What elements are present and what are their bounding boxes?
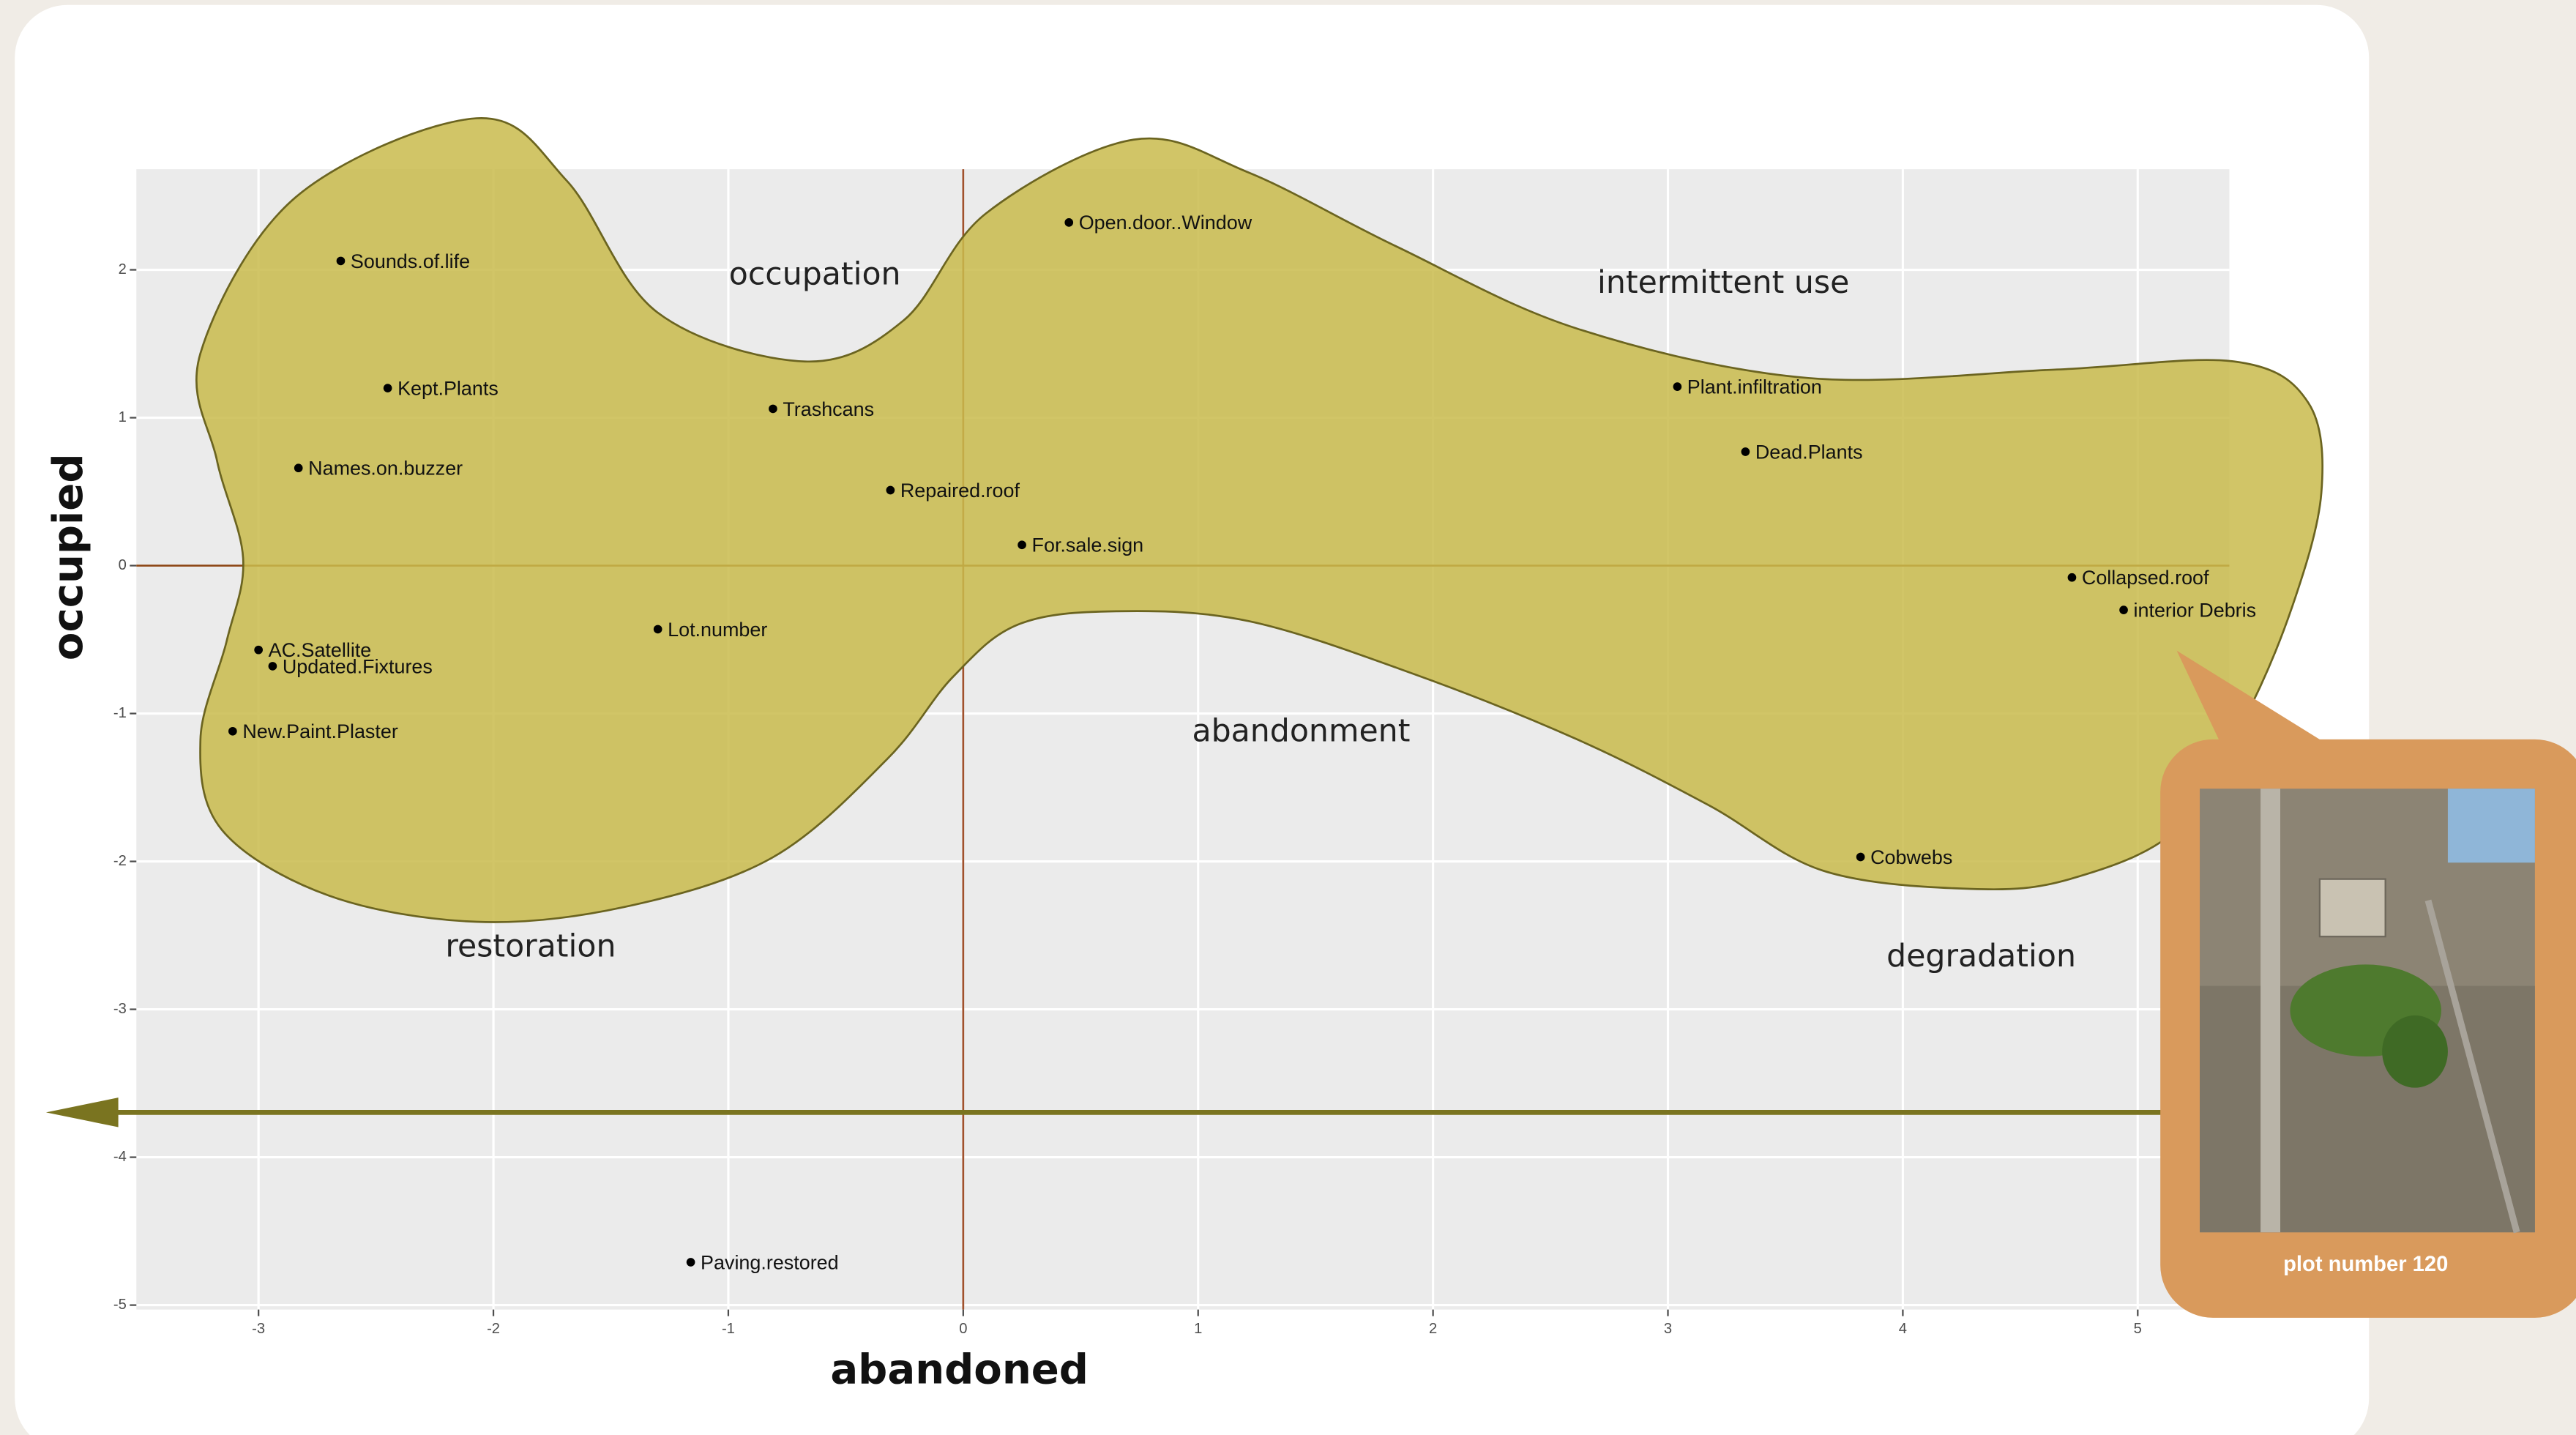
point <box>1018 540 1026 550</box>
point-label: Kept.Plants <box>397 377 499 399</box>
y-tick-label: -4 <box>113 1149 127 1165</box>
x-tick-label: -2 <box>487 1321 500 1337</box>
point <box>1673 382 1682 391</box>
point <box>1741 447 1750 456</box>
y-tick-label: -5 <box>113 1297 127 1313</box>
point-label: Dead.Plants <box>1755 441 1863 463</box>
x-tick-label: -3 <box>252 1321 265 1337</box>
point <box>336 256 346 266</box>
point <box>769 404 777 414</box>
x-axis-title: abandoned <box>830 1346 1089 1394</box>
point <box>383 384 392 392</box>
x-tick-label: 3 <box>1664 1321 1672 1337</box>
point <box>886 485 895 495</box>
y-tick-label: 2 <box>119 261 127 277</box>
point-label: Names.on.buzzer <box>308 458 463 480</box>
region-label: restoration <box>445 928 616 964</box>
x-tick-label: 4 <box>1899 1321 1907 1337</box>
x-tick-label: -1 <box>722 1321 735 1337</box>
point-label: Sounds.of.life <box>351 250 470 272</box>
point-label: Collapsed.roof <box>2082 567 2209 589</box>
y-axis-title: occupied <box>45 454 92 661</box>
photo-pipe <box>2424 899 2520 1234</box>
region-label: abandonment <box>1192 712 1410 749</box>
point-label: For.sale.sign <box>1032 534 1144 556</box>
point-label: New.Paint.Plaster <box>242 720 398 742</box>
y-tick-label: 0 <box>119 557 127 573</box>
point-label: Repaired.roof <box>900 480 1020 502</box>
y-tick-label: -3 <box>113 1001 127 1017</box>
point <box>2067 573 2077 582</box>
point <box>268 662 277 671</box>
point-label: Open.door..Window <box>1079 212 1252 234</box>
point-label: Lot.number <box>668 619 767 641</box>
photo-window <box>2318 878 2386 938</box>
y-tick-label: -2 <box>113 853 127 869</box>
point <box>254 645 263 655</box>
x-tick-label: 5 <box>2134 1321 2142 1337</box>
point-label: Updated.Fixtures <box>283 655 433 677</box>
point-label: AC.Satellite <box>269 639 372 661</box>
x-tick-label: 0 <box>959 1321 967 1337</box>
point <box>2119 605 2128 614</box>
point-label: Paving.restored <box>701 1251 839 1273</box>
x-tick-label: 1 <box>1194 1321 1202 1337</box>
point <box>294 463 303 473</box>
point <box>1856 852 1865 862</box>
point-label: interior Debris <box>2134 599 2257 621</box>
photo <box>2200 789 2535 1234</box>
x-tick-label: 2 <box>1429 1321 1437 1337</box>
point <box>228 726 237 736</box>
callout-caption: plot number 120 <box>2283 1253 2448 1276</box>
point <box>1064 218 1074 227</box>
photo-pipe <box>2260 789 2281 1233</box>
point-label: Trashcans <box>783 398 874 420</box>
points: Sounds.of.life Kept.Plants Names.on.buzzer… <box>228 212 2256 1273</box>
y-tick-label: 1 <box>119 409 127 425</box>
region-label: degradation <box>1886 938 2076 974</box>
point-label: Cobwebs <box>1870 846 1952 868</box>
region-label: occupation <box>729 256 901 293</box>
photo-plant <box>2382 1015 2448 1088</box>
point <box>686 1258 695 1267</box>
photo-sky <box>2447 789 2535 863</box>
region-label: intermittent use <box>1597 264 1849 301</box>
trend-arrow <box>45 1097 2169 1128</box>
callout: plot number 120 <box>2160 650 2576 1318</box>
arrow-head <box>45 1097 119 1128</box>
point <box>653 625 662 634</box>
y-tick-label: -1 <box>113 705 127 721</box>
point-label: Plant.infiltration <box>1687 376 1822 398</box>
